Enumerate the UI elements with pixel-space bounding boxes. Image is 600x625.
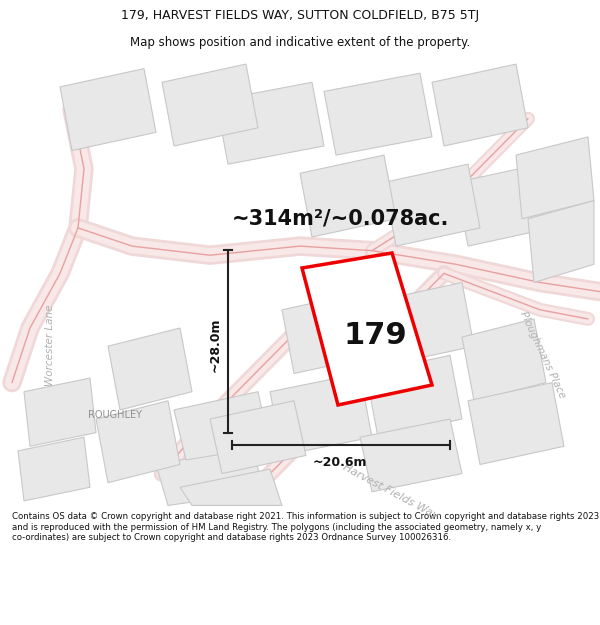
Polygon shape — [366, 355, 462, 437]
Polygon shape — [174, 392, 270, 460]
Text: Map shows position and indicative extent of the property.: Map shows position and indicative extent… — [130, 36, 470, 49]
Polygon shape — [462, 319, 546, 401]
Polygon shape — [528, 201, 594, 282]
Text: ~28.0m: ~28.0m — [209, 318, 221, 372]
Polygon shape — [96, 401, 180, 482]
Polygon shape — [156, 446, 264, 506]
Polygon shape — [282, 292, 378, 374]
Text: 179: 179 — [343, 321, 407, 349]
Polygon shape — [300, 155, 396, 237]
Text: ~20.6m: ~20.6m — [313, 456, 367, 469]
Text: ~314m²/~0.078ac.: ~314m²/~0.078ac. — [232, 208, 449, 228]
Text: Contains OS data © Crown copyright and database right 2021. This information is : Contains OS data © Crown copyright and d… — [12, 512, 599, 542]
Text: 179, HARVEST FIELDS WAY, SUTTON COLDFIELD, B75 5TJ: 179, HARVEST FIELDS WAY, SUTTON COLDFIEL… — [121, 9, 479, 22]
Polygon shape — [378, 282, 474, 364]
Polygon shape — [468, 382, 564, 464]
Polygon shape — [24, 378, 96, 446]
Polygon shape — [210, 401, 306, 474]
Polygon shape — [384, 164, 480, 246]
Polygon shape — [324, 73, 432, 155]
Polygon shape — [360, 419, 462, 492]
Text: Harvest Fields Way: Harvest Fields Way — [341, 462, 439, 521]
Polygon shape — [516, 137, 594, 219]
Text: ROUGHLEY: ROUGHLEY — [88, 410, 142, 420]
Polygon shape — [108, 328, 192, 410]
Polygon shape — [216, 82, 324, 164]
Polygon shape — [302, 253, 432, 405]
Polygon shape — [270, 374, 372, 456]
Text: Worcester Lane: Worcester Lane — [45, 304, 55, 386]
Text: Ploughmans Place: Ploughmans Place — [518, 310, 568, 400]
Polygon shape — [180, 469, 282, 506]
Polygon shape — [432, 64, 528, 146]
Polygon shape — [456, 164, 552, 246]
Polygon shape — [18, 438, 90, 501]
Polygon shape — [60, 69, 156, 151]
Polygon shape — [162, 64, 258, 146]
